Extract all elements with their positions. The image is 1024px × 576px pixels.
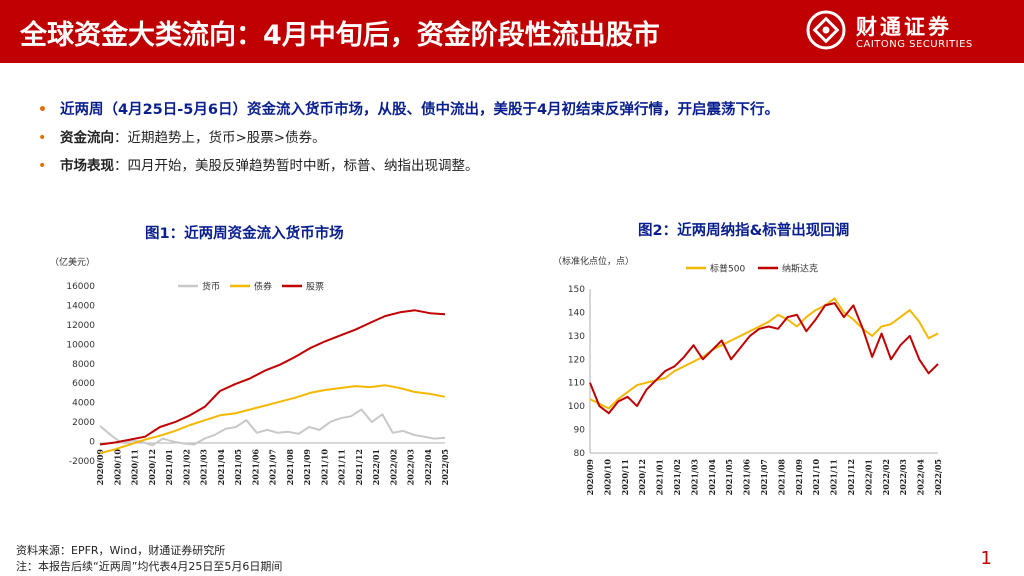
bullet-fund-flow: 资金流向：近期趋势上，货币>股票>债券。 (38, 124, 998, 152)
bullet-highlight: 近两周（4月25日-5月6日）资金流入货币市场，从股、债中流出，美股于4月初结束… (38, 96, 998, 124)
y-tick-label: 130 (568, 332, 585, 342)
x-tick-label: 2021/12 (846, 459, 856, 495)
footer-source: 资料来源：EPFR，Wind，财通证券研究所 (16, 544, 226, 557)
x-tick-label: 2022/04 (916, 459, 926, 496)
x-tick-label: 2020/12 (147, 449, 157, 485)
y-tick-label: 4000 (72, 399, 95, 409)
series-line-1 (99, 408, 446, 447)
x-tick-label: 2020/09 (585, 459, 595, 496)
y-tick-label: 0 (89, 438, 95, 448)
x-tick-label: 2022/02 (881, 459, 891, 495)
x-tick-label: 2022/01 (863, 459, 873, 495)
x-tick-label: 2021/07 (759, 459, 769, 495)
x-tick-label: 2021/03 (199, 449, 209, 486)
x-tick-label: 2021/06 (742, 459, 752, 496)
x-tick-label: 2021/05 (724, 459, 734, 495)
x-tick-label: 2020/09 (95, 449, 105, 486)
y-tick-label: 110 (568, 379, 585, 389)
y-tick-label: 120 (568, 355, 585, 365)
y-tick-label: -2000 (69, 457, 95, 467)
page-number: 1 (980, 548, 992, 569)
page-title: 全球资金大类流向：4月中旬后，资金阶段性流出股市 (20, 20, 660, 51)
x-tick-label: 2021/05 (233, 449, 243, 485)
fund-flow-chart: （亿美元） -2000 0 2000 4000 6000 8000 10000 12000 140… (50, 256, 450, 486)
x-tick-label: 2022/02 (388, 449, 398, 485)
y-tick-label: 8000 (72, 360, 95, 370)
chart-unit-label: （标准化点位，点） (553, 255, 634, 267)
series-line-2 (99, 384, 446, 455)
legend-label: 货币 (202, 281, 220, 293)
summary-bullets: 近两周（4月25日-5月6日）资金流入货币市场，从股、债中流出，美股于4月初结束… (38, 96, 998, 180)
footer-note: 注：本报告后续“近两周”均代表4月25日至5月6日期间 (16, 560, 283, 573)
series-line-2 (589, 302, 939, 415)
y-tick-label: 80 (574, 449, 586, 459)
y-tick-label: 12000 (66, 321, 95, 331)
figure2-title: 图2：近两周纳指&标普出现回调 (638, 223, 850, 239)
y-tick-label: 140 (568, 308, 585, 318)
x-tick-label: 2022/05 (933, 459, 943, 495)
x-tick-label: 2021/01 (164, 449, 174, 485)
x-tick-label: 2022/01 (371, 449, 381, 485)
y-tick-label: 16000 (66, 282, 95, 292)
y-tick-label: 90 (574, 426, 586, 436)
x-tick-label: 2021/02 (672, 459, 682, 495)
series-line-3 (99, 309, 446, 446)
x-tick-label: 2020/10 (112, 449, 122, 486)
x-tick-label: 2022/04 (423, 449, 433, 486)
x-tick-label: 2021/07 (268, 449, 278, 485)
x-tick-label: 2022/05 (440, 449, 450, 485)
x-tick-label: 2022/03 (898, 459, 908, 496)
x-tick-label: 2021/08 (285, 449, 295, 486)
bullet-fund-flow-text: ：近期趋势上，货币>股票>债券。 (114, 130, 326, 146)
bullet-market-text: ：四月开始，美股反弹趋势暂时中断，标普、纳指出现调整。 (114, 158, 479, 174)
y-tick-label: 6000 (72, 379, 95, 389)
bullet-market: 市场表现：四月开始，美股反弹趋势暂时中断，标普、纳指出现调整。 (38, 152, 998, 180)
x-tick-label: 2021/11 (829, 459, 839, 495)
x-tick-label: 2020/11 (620, 459, 630, 495)
legend-label: 债券 (254, 281, 272, 293)
x-tick-label: 2020/11 (130, 449, 140, 485)
figure1-title: 图1：近两周资金流入货币市场 (145, 226, 344, 242)
x-tick-label: 2021/01 (655, 459, 665, 495)
x-tick-label: 2021/04 (707, 459, 717, 496)
index-chart: （标准化点位，点） 80 90 100 110 120 130 140 150 2020/09 20… (553, 255, 943, 496)
x-tick-label: 2021/09 (794, 459, 804, 496)
series-line-1 (589, 297, 939, 410)
company-logo: 财通证券 CAITONG SECURITIES (806, 8, 996, 56)
x-tick-label: 2020/12 (637, 459, 647, 495)
x-tick-label: 2021/09 (302, 449, 312, 486)
y-tick-label: 150 (568, 285, 585, 295)
chart-unit-label: （亿美元） (50, 256, 95, 268)
x-tick-label: 2021/08 (776, 459, 786, 496)
y-tick-label: 2000 (72, 418, 95, 428)
y-tick-label: 10000 (66, 340, 95, 350)
x-tick-label: 2021/04 (216, 449, 226, 486)
y-tick-label: 100 (568, 402, 585, 412)
x-tick-label: 2021/02 (181, 449, 191, 485)
x-tick-label: 2021/10 (811, 459, 821, 496)
logo-text-cn: 财通证券 (856, 15, 952, 39)
y-tick-label: 14000 (66, 301, 95, 311)
logo-emblem-icon (806, 10, 846, 50)
bullet-market-label: 市场表现 (60, 158, 114, 174)
legend-label: 纳斯达克 (782, 263, 818, 275)
bullet-fund-flow-label: 资金流向 (60, 130, 114, 146)
header-bar: 全球资金大类流向：4月中旬后，资金阶段性流出股市 财通证券 CAITONG SE… (0, 0, 1024, 63)
logo-text-en: CAITONG SECURITIES (856, 39, 973, 50)
x-tick-label: 2020/10 (602, 459, 612, 496)
legend-label: 股票 (306, 282, 324, 293)
x-tick-label: 2022/03 (406, 449, 416, 486)
legend-label: 标普500 (710, 263, 745, 275)
x-tick-label: 2021/06 (250, 449, 260, 486)
x-tick-label: 2021/10 (319, 449, 329, 486)
x-tick-label: 2021/11 (337, 449, 347, 485)
x-tick-label: 2021/03 (689, 459, 699, 496)
x-tick-label: 2021/12 (354, 449, 364, 485)
